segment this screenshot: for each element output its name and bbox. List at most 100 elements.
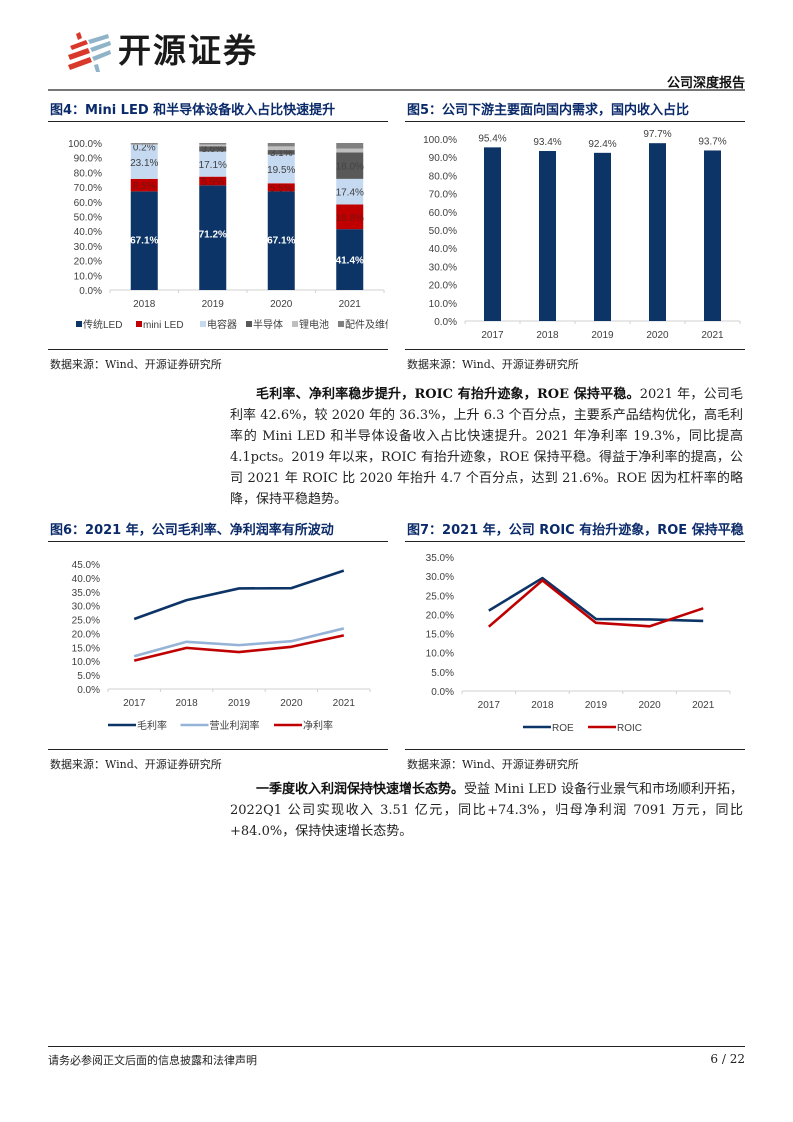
bar-data-label: 5.5% bbox=[270, 183, 293, 194]
x-tick-label: 2019 bbox=[202, 299, 225, 310]
bar-data-label: 41.4% bbox=[336, 256, 364, 267]
y-tick-label: 40.0% bbox=[429, 244, 457, 255]
bar-segment bbox=[130, 143, 158, 144]
y-tick-label: 15.0% bbox=[72, 643, 100, 654]
x-tick-label: 2018 bbox=[536, 330, 559, 341]
fig5-top-rule bbox=[405, 121, 745, 122]
bar-segment bbox=[336, 229, 364, 290]
logo-mark-icon bbox=[68, 32, 111, 72]
bar-segment bbox=[199, 146, 227, 152]
bar bbox=[539, 151, 556, 321]
fig7-title: 图7：2021 年，公司 ROIC 有抬升迹象，ROE 保持平稳 bbox=[407, 523, 744, 538]
y-tick-label: 5.0% bbox=[431, 668, 454, 679]
y-tick-label: 0.0% bbox=[434, 317, 457, 328]
x-tick-label: 2019 bbox=[228, 698, 251, 709]
series-line bbox=[133, 569, 345, 621]
bar-segment bbox=[199, 143, 227, 145]
x-tick-label: 2020 bbox=[270, 299, 293, 310]
x-tick-label: 2020 bbox=[280, 698, 303, 709]
bar-data-label: 23.1% bbox=[130, 158, 158, 169]
legend-swatch-icon bbox=[338, 321, 344, 327]
bar bbox=[649, 143, 666, 321]
bar-data-label: 17.1% bbox=[199, 160, 227, 171]
bar-segment bbox=[267, 143, 295, 147]
y-tick-label: 80.0% bbox=[429, 171, 457, 182]
y-tick-label: 5.0% bbox=[77, 671, 100, 682]
legend-label: 传统LED bbox=[83, 318, 122, 331]
y-tick-label: 30.0% bbox=[429, 262, 457, 273]
page-number: 6 / 22 bbox=[710, 1052, 745, 1066]
fig6-bottom-rule bbox=[48, 749, 388, 750]
series-line bbox=[487, 579, 704, 628]
bar-segment bbox=[199, 151, 227, 177]
paragraph-margins-body: 2021 年，公司毛利率 42.6%，较 2020 年的 36.3%，上升 6.… bbox=[230, 387, 743, 507]
bar-data-label: 93.7% bbox=[698, 136, 726, 147]
legend-label: 配件及维修 bbox=[345, 318, 388, 331]
bar bbox=[704, 150, 721, 321]
bar-segment bbox=[267, 150, 295, 155]
logo-text: 开源证券 bbox=[118, 31, 258, 70]
fig6-title: 图6：2021 年，公司毛利率、净利润率有所波动 bbox=[50, 523, 334, 538]
legend-label: 营业利润率 bbox=[210, 719, 260, 732]
y-tick-label: 50.0% bbox=[429, 226, 457, 237]
bar-segment bbox=[199, 144, 227, 147]
bar-data-label: 19.5% bbox=[267, 165, 295, 176]
legend-swatch-icon bbox=[246, 321, 252, 327]
legend-label: 毛利率 bbox=[137, 719, 167, 732]
fig7-line-chart: 0.0% 5.0% 10.0% 15.0% 20.0% 25.0% 30.0% 35.0% 20… bbox=[426, 553, 731, 734]
bar-segment bbox=[267, 191, 295, 290]
y-tick-label: 50.0% bbox=[74, 213, 102, 224]
x-tick-label: 2019 bbox=[591, 330, 614, 341]
paragraph-q1: 一季度收入利润保持快速增长态势。受益 Mini LED 设备行业景气和市场顺利开… bbox=[230, 779, 743, 842]
x-tick-label: 2021 bbox=[339, 299, 362, 310]
y-tick-label: 10.0% bbox=[72, 657, 100, 668]
bar-data-label: 5.9% bbox=[201, 177, 224, 188]
bar-segment bbox=[130, 143, 158, 145]
fig5-source: 数据来源：Wind、开源证券研究所 bbox=[407, 358, 579, 371]
bar-data-label: 8.5% bbox=[133, 181, 156, 192]
footer-disclaimer: 请务必参阅正文后面的信息披露和法律声明 bbox=[48, 1054, 257, 1067]
bar-segment bbox=[267, 146, 295, 151]
bar-data-label: 67.1% bbox=[130, 235, 158, 246]
y-tick-label: 90.0% bbox=[429, 153, 457, 164]
y-tick-label: 15.0% bbox=[426, 630, 454, 641]
y-tick-label: 80.0% bbox=[74, 168, 102, 179]
y-tick-label: 60.0% bbox=[429, 208, 457, 219]
y-tick-label: 45.0% bbox=[72, 560, 100, 571]
y-tick-label: 30.0% bbox=[74, 242, 102, 253]
x-tick-label: 2020 bbox=[646, 330, 669, 341]
bar-segment bbox=[130, 191, 158, 290]
y-tick-label: 10.0% bbox=[426, 649, 454, 660]
y-tick-label: 20.0% bbox=[429, 281, 457, 292]
y-tick-label: 70.0% bbox=[429, 190, 457, 201]
bar-segment bbox=[336, 148, 364, 153]
x-tick-label: 2018 bbox=[175, 698, 198, 709]
bar-data-label: 71.2% bbox=[199, 229, 227, 240]
bar-data-label: 18.0% bbox=[336, 162, 364, 173]
fig4-bottom-rule bbox=[48, 349, 388, 350]
y-tick-label: 0.0% bbox=[431, 687, 454, 698]
fig6-line-chart: 0.0% 5.0% 10.0% 15.0% 20.0% 25.0% 30.0% 35.0% 40… bbox=[72, 560, 371, 732]
y-tick-label: 40.0% bbox=[74, 227, 102, 238]
bar bbox=[594, 152, 611, 321]
y-tick-label: 25.0% bbox=[72, 616, 100, 627]
y-tick-label: 100.0% bbox=[423, 135, 457, 146]
bar-data-label: 93.4% bbox=[533, 137, 561, 148]
fig7-top-rule bbox=[405, 541, 745, 542]
y-tick-label: 90.0% bbox=[74, 154, 102, 165]
bar-segment bbox=[267, 154, 295, 184]
legend-swatch-icon bbox=[200, 321, 206, 327]
fig4-top-rule bbox=[48, 121, 388, 122]
bar-segment bbox=[336, 143, 364, 149]
y-tick-label: 70.0% bbox=[74, 183, 102, 194]
y-tick-label: 20.0% bbox=[74, 257, 102, 268]
legend-swatch-icon bbox=[292, 321, 298, 327]
bar-segment bbox=[130, 178, 158, 192]
y-tick-label: 40.0% bbox=[72, 574, 100, 585]
x-tick-label: 2020 bbox=[638, 700, 661, 711]
bar-segment bbox=[336, 178, 364, 205]
x-tick-label: 2018 bbox=[133, 299, 156, 310]
y-tick-label: 25.0% bbox=[426, 591, 454, 602]
legend-label: ROIC bbox=[617, 723, 642, 734]
y-tick-label: 20.0% bbox=[72, 629, 100, 640]
